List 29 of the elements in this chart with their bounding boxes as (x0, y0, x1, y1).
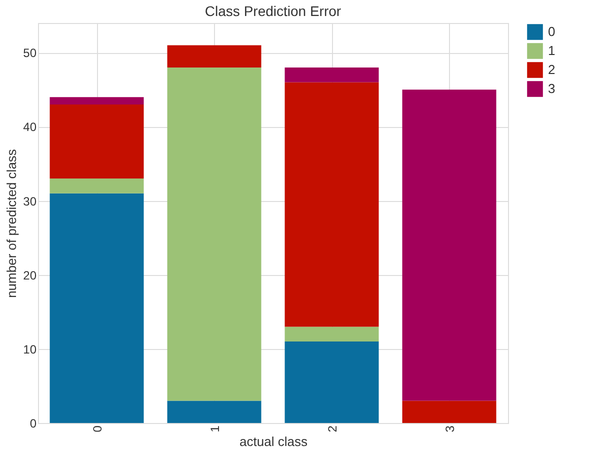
y-axis-title: number of predicted class (4, 148, 20, 298)
bar (284, 342, 379, 423)
y-tick-label: 50 (23, 46, 37, 60)
x-tick-label: 2 (325, 425, 340, 432)
legend-label: 3 (548, 81, 556, 96)
x-tick-label: 1 (208, 425, 222, 432)
bar (284, 326, 379, 342)
legend-label: 2 (548, 62, 556, 77)
bar (167, 45, 262, 68)
bar (284, 82, 379, 327)
bar (402, 90, 496, 401)
legend-label: 0 (548, 24, 556, 39)
y-tick-label: 40 (23, 120, 37, 134)
legend-label: 1 (548, 43, 556, 58)
bar (402, 400, 496, 423)
bar (167, 67, 262, 401)
y-tick-label: 30 (23, 194, 37, 208)
chart-title: Class Prediction Error (204, 3, 342, 19)
bar (167, 400, 262, 423)
y-tick-label: 10 (23, 342, 37, 356)
y-tick-label: 20 (23, 268, 37, 282)
x-tick-label: 0 (90, 425, 104, 432)
bar (50, 178, 144, 194)
x-axis-title: actual class (240, 434, 308, 450)
bar (50, 104, 144, 179)
x-tick-label: 3 (442, 425, 457, 432)
bar (50, 97, 144, 104)
bar (284, 67, 379, 82)
bar (50, 193, 144, 423)
